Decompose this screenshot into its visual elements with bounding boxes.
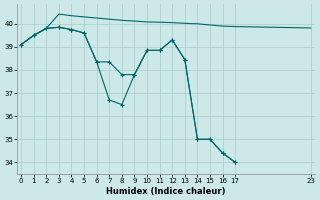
X-axis label: Humidex (Indice chaleur): Humidex (Indice chaleur) [106,187,226,196]
